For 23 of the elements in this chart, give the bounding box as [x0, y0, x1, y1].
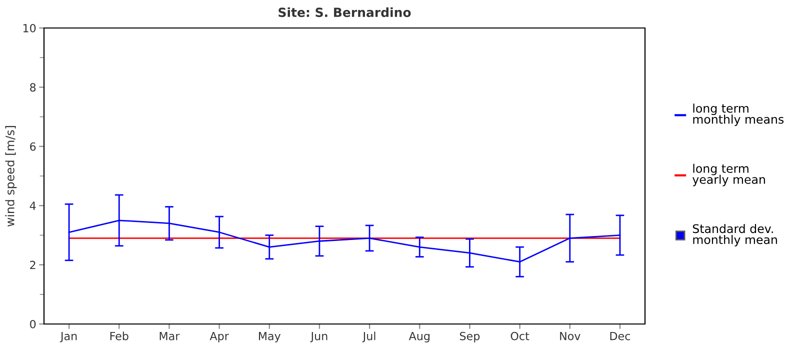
x-tick-label: Nov — [560, 332, 580, 340]
legend-label: long term yearly mean — [692, 164, 765, 186]
x-tick-label: Jul — [362, 332, 376, 342]
x-tick-label: Mar — [160, 332, 180, 340]
chart-title: Site: S. Bernardino — [278, 7, 411, 18]
text: Standard dev. monthly mean — [692, 224, 777, 246]
y-tick-label: 6 — [30, 142, 36, 151]
y-tick-label: 10 — [23, 24, 36, 32]
x-tick-label: Jun — [310, 332, 328, 342]
y-tick-label: 0 — [30, 320, 36, 328]
x-tick-label: Oct — [510, 332, 530, 340]
y-tick-label: 4 — [30, 202, 36, 210]
legend-label: long term monthly means — [693, 104, 784, 126]
y-tick-label: 8 — [30, 83, 36, 92]
y-tick-label: 2 — [30, 260, 36, 270]
x-tick-label: Apr — [210, 332, 229, 342]
x-tick-label: Dec — [610, 332, 630, 340]
x-tick-label: Sep — [460, 332, 480, 342]
x-tick-label: May — [258, 332, 281, 342]
x-tick-label: Feb — [110, 332, 128, 340]
x-tick-label: Aug — [408, 332, 430, 342]
y-axis-title: wind speed [m/s] — [5, 126, 17, 226]
x-tick-label: Jan — [60, 332, 77, 342]
